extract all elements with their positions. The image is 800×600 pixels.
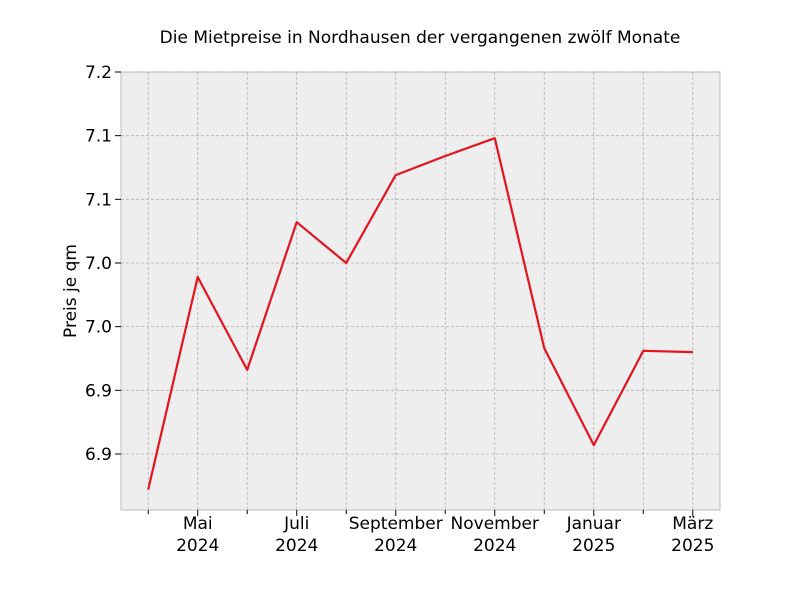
x-tick-label: Juli 2024 bbox=[275, 514, 318, 556]
y-tick-label: 6.9 bbox=[85, 445, 112, 465]
x-tick-label: März 2025 bbox=[671, 514, 714, 556]
y-tick-label: 7.0 bbox=[85, 318, 112, 338]
plot-area bbox=[120, 71, 721, 511]
x-tick-year: 2024 bbox=[176, 536, 219, 556]
y-tick-label: 7.1 bbox=[85, 190, 112, 210]
x-tick-month: März bbox=[672, 514, 713, 534]
grid-lines bbox=[121, 71, 720, 510]
x-tick-month: November bbox=[451, 514, 539, 534]
y-tick-label: 7.2 bbox=[85, 63, 112, 83]
x-tick-month: Januar bbox=[566, 514, 621, 534]
x-tick-label: Mai 2024 bbox=[176, 514, 219, 556]
y-axis-label: Preis je qm bbox=[61, 244, 81, 338]
series-layer bbox=[147, 137, 693, 490]
y-tick-label: 7.0 bbox=[85, 254, 112, 274]
x-tick-year: 2025 bbox=[572, 536, 615, 556]
series-line bbox=[147, 137, 693, 490]
x-tick-year: 2024 bbox=[473, 536, 516, 556]
y-tick-label: 7.1 bbox=[85, 127, 112, 147]
x-tick-year: 2024 bbox=[374, 536, 417, 556]
x-tick-label: November 2024 bbox=[451, 514, 539, 556]
x-tick-month: Mai bbox=[183, 514, 213, 534]
x-tick-label: Januar 2025 bbox=[566, 514, 621, 556]
x-tick-year: 2025 bbox=[671, 536, 714, 556]
chart-title: Die Mietpreise in Nordhausen der vergang… bbox=[160, 28, 681, 48]
x-tick-month: September bbox=[349, 514, 443, 534]
x-tick-year: 2024 bbox=[275, 536, 318, 556]
x-tick-label: September 2024 bbox=[349, 514, 443, 556]
y-tick-label: 6.9 bbox=[85, 381, 112, 401]
x-tick-month: Juli bbox=[283, 514, 309, 534]
